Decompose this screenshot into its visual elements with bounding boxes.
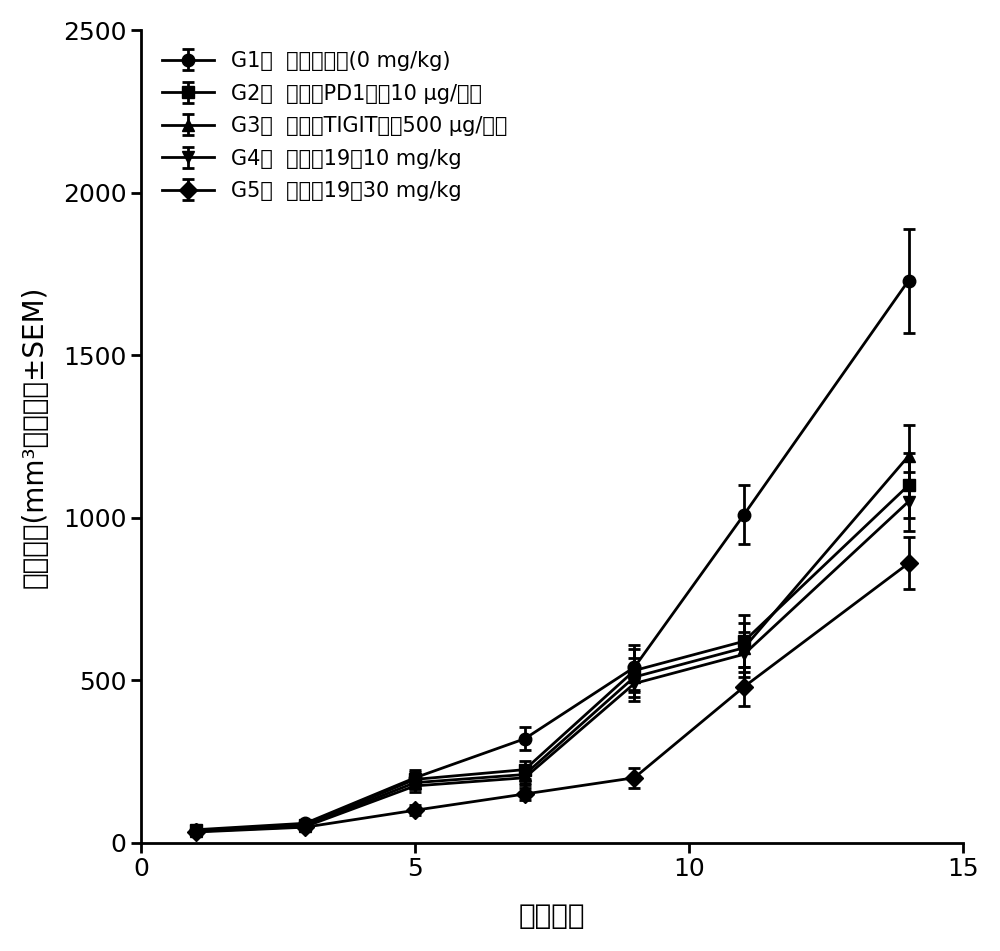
X-axis label: 处理天数: 处理天数: [519, 902, 585, 930]
Y-axis label: 肿瘴体积(mm³，平均值±SEM): 肿瘴体积(mm³，平均值±SEM): [21, 285, 49, 588]
Legend: G1：  媒介物对照(0 mg/kg), G2：  抗小鼠PD1抗体10 μg/动物, G3：  抗小鼠TIGIT抗体500 μg/动物, G4：  化合爂19: G1： 媒介物对照(0 mg/kg), G2： 抗小鼠PD1抗体10 μg/动物…: [151, 41, 517, 211]
